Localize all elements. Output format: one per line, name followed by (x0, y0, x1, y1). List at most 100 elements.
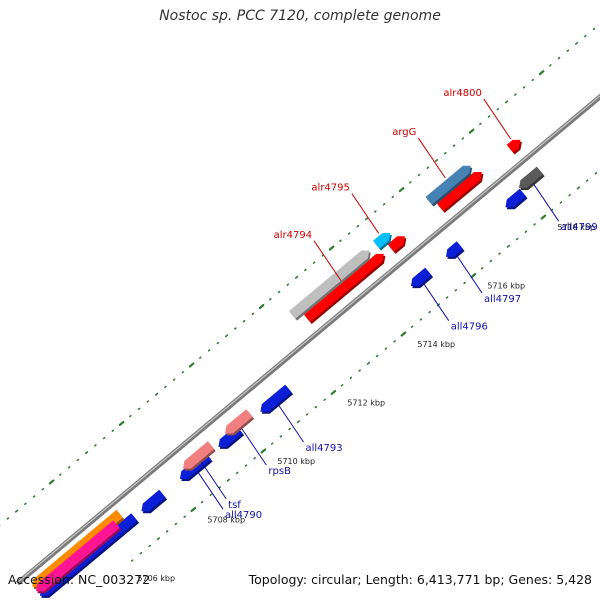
ruler-tick (172, 378, 176, 381)
ruler-tick (199, 356, 202, 359)
ruler-tick (277, 290, 281, 294)
ruler-tick (461, 137, 465, 140)
ruler-tick (568, 194, 571, 197)
ruler-tick (559, 201, 563, 204)
genome-title: Nostoc sp. PCC 7120, complete genome (159, 8, 441, 24)
gene-features (32, 139, 545, 598)
label-leader (313, 240, 342, 281)
ruler-tick (585, 179, 589, 182)
ruler-tick (323, 398, 326, 401)
gene-feature-11[interactable] (387, 236, 405, 252)
gene-feature-1[interactable] (32, 509, 123, 587)
ruler-tick (574, 41, 579, 45)
ruler-tick (468, 128, 475, 134)
gene-label[interactable]: all4799 (561, 222, 598, 233)
gene-label[interactable]: alr4795 (311, 183, 349, 194)
gene-label[interactable]: alr4800 (443, 88, 481, 99)
ruler-tick (286, 283, 290, 286)
ruler-tick (349, 376, 353, 380)
gene-argG[interactable] (425, 165, 471, 205)
ruler-tick (294, 275, 299, 279)
ruler-tick (504, 100, 509, 104)
gene-label[interactable]: all4793 (306, 443, 343, 454)
label-leader (278, 405, 304, 443)
ruler-tick (382, 203, 386, 206)
label-leader (241, 428, 267, 466)
gene-label[interactable]: alr4794 (274, 230, 312, 241)
ruler-tick (463, 281, 466, 285)
kbp-tick-label: 5714 kbp (417, 340, 455, 349)
gene-alr4794[interactable] (303, 253, 384, 322)
label-leader (456, 256, 483, 294)
ruler-tick (234, 327, 237, 330)
ruler-tick (480, 267, 484, 270)
gene-alr4795[interactable] (373, 233, 391, 249)
gene-all4793[interactable] (260, 384, 292, 412)
ruler-tick (426, 166, 430, 169)
ruler-tick (41, 488, 45, 491)
ruler-tick (224, 334, 229, 338)
ruler-tick (226, 478, 231, 482)
ruler-tick (269, 298, 272, 301)
accession-text: Accession: NC_003272 (8, 572, 151, 587)
gene-all4796[interactable] (410, 267, 432, 287)
gene-feature-17[interactable] (505, 188, 527, 208)
ruler-tick (409, 181, 412, 184)
ruler-tick (216, 341, 220, 345)
kbp-tick-label: 5718 kbp (557, 223, 595, 232)
ruler-tick (270, 442, 274, 445)
ruler-tick (59, 473, 62, 476)
gene-label[interactable]: all4797 (484, 294, 521, 305)
ruler-tick (576, 186, 581, 190)
ruler-tick (470, 273, 477, 279)
gene-feature-3[interactable] (141, 489, 166, 512)
ruler-tick (419, 318, 423, 321)
ruler-tick (514, 93, 517, 96)
kbp-tick-label: 5712 kbp (347, 399, 385, 408)
label-leader (417, 137, 446, 179)
gene-rpsB[interactable] (225, 409, 253, 434)
ruler-tick (366, 361, 371, 365)
ruler-tick (533, 223, 536, 226)
ruler-tick (129, 414, 132, 418)
ruler-tick (398, 187, 405, 193)
gene-all4797[interactable] (445, 241, 464, 257)
ruler-tick (94, 444, 97, 447)
ruler-tick (181, 371, 185, 374)
gene-tsf[interactable] (183, 441, 215, 469)
ruler-tick (312, 261, 316, 264)
ruler-tick (111, 429, 115, 432)
gene-all4799[interactable] (519, 166, 544, 188)
gene-alr4800[interactable] (506, 139, 521, 153)
gene-feature-15[interactable] (436, 172, 482, 211)
ruler-tick (330, 389, 337, 396)
ruler-tick (374, 210, 377, 213)
ruler-tick (506, 244, 511, 248)
ruler-tick (164, 385, 167, 389)
gene-label[interactable]: argG (392, 127, 416, 138)
gene-feature-2[interactable] (36, 520, 120, 592)
ruler-tick (592, 27, 596, 31)
ruler-ticks: 5706 kbp 5708 kbp 5710 kbp 5712 kbp 5714 kbp… (0, 27, 598, 583)
ruler-tick (76, 458, 80, 462)
ruler-tick (209, 493, 213, 496)
backbone-highlight (17, 95, 600, 583)
ruler-tick (444, 151, 447, 155)
gene-label[interactable]: all4796 (451, 322, 488, 333)
ruler-tick (156, 537, 161, 541)
ruler-tick (487, 115, 491, 118)
ruler-tick (146, 400, 150, 403)
gene-label[interactable]: all4790 (225, 510, 262, 521)
ruler-tick (190, 506, 197, 512)
label-leader (197, 472, 224, 510)
ruler-tick (347, 232, 351, 235)
ruler-tick (384, 347, 388, 350)
ruler-tick (489, 259, 493, 263)
gene-feature-10[interactable] (289, 250, 370, 319)
gene-label[interactable]: rpsB (268, 466, 291, 477)
ruler-tick (340, 384, 344, 387)
kbp-tick-label: 5706 kbp (137, 574, 175, 583)
gene-label[interactable]: tsf (228, 500, 241, 511)
ruler-tick (14, 509, 19, 513)
